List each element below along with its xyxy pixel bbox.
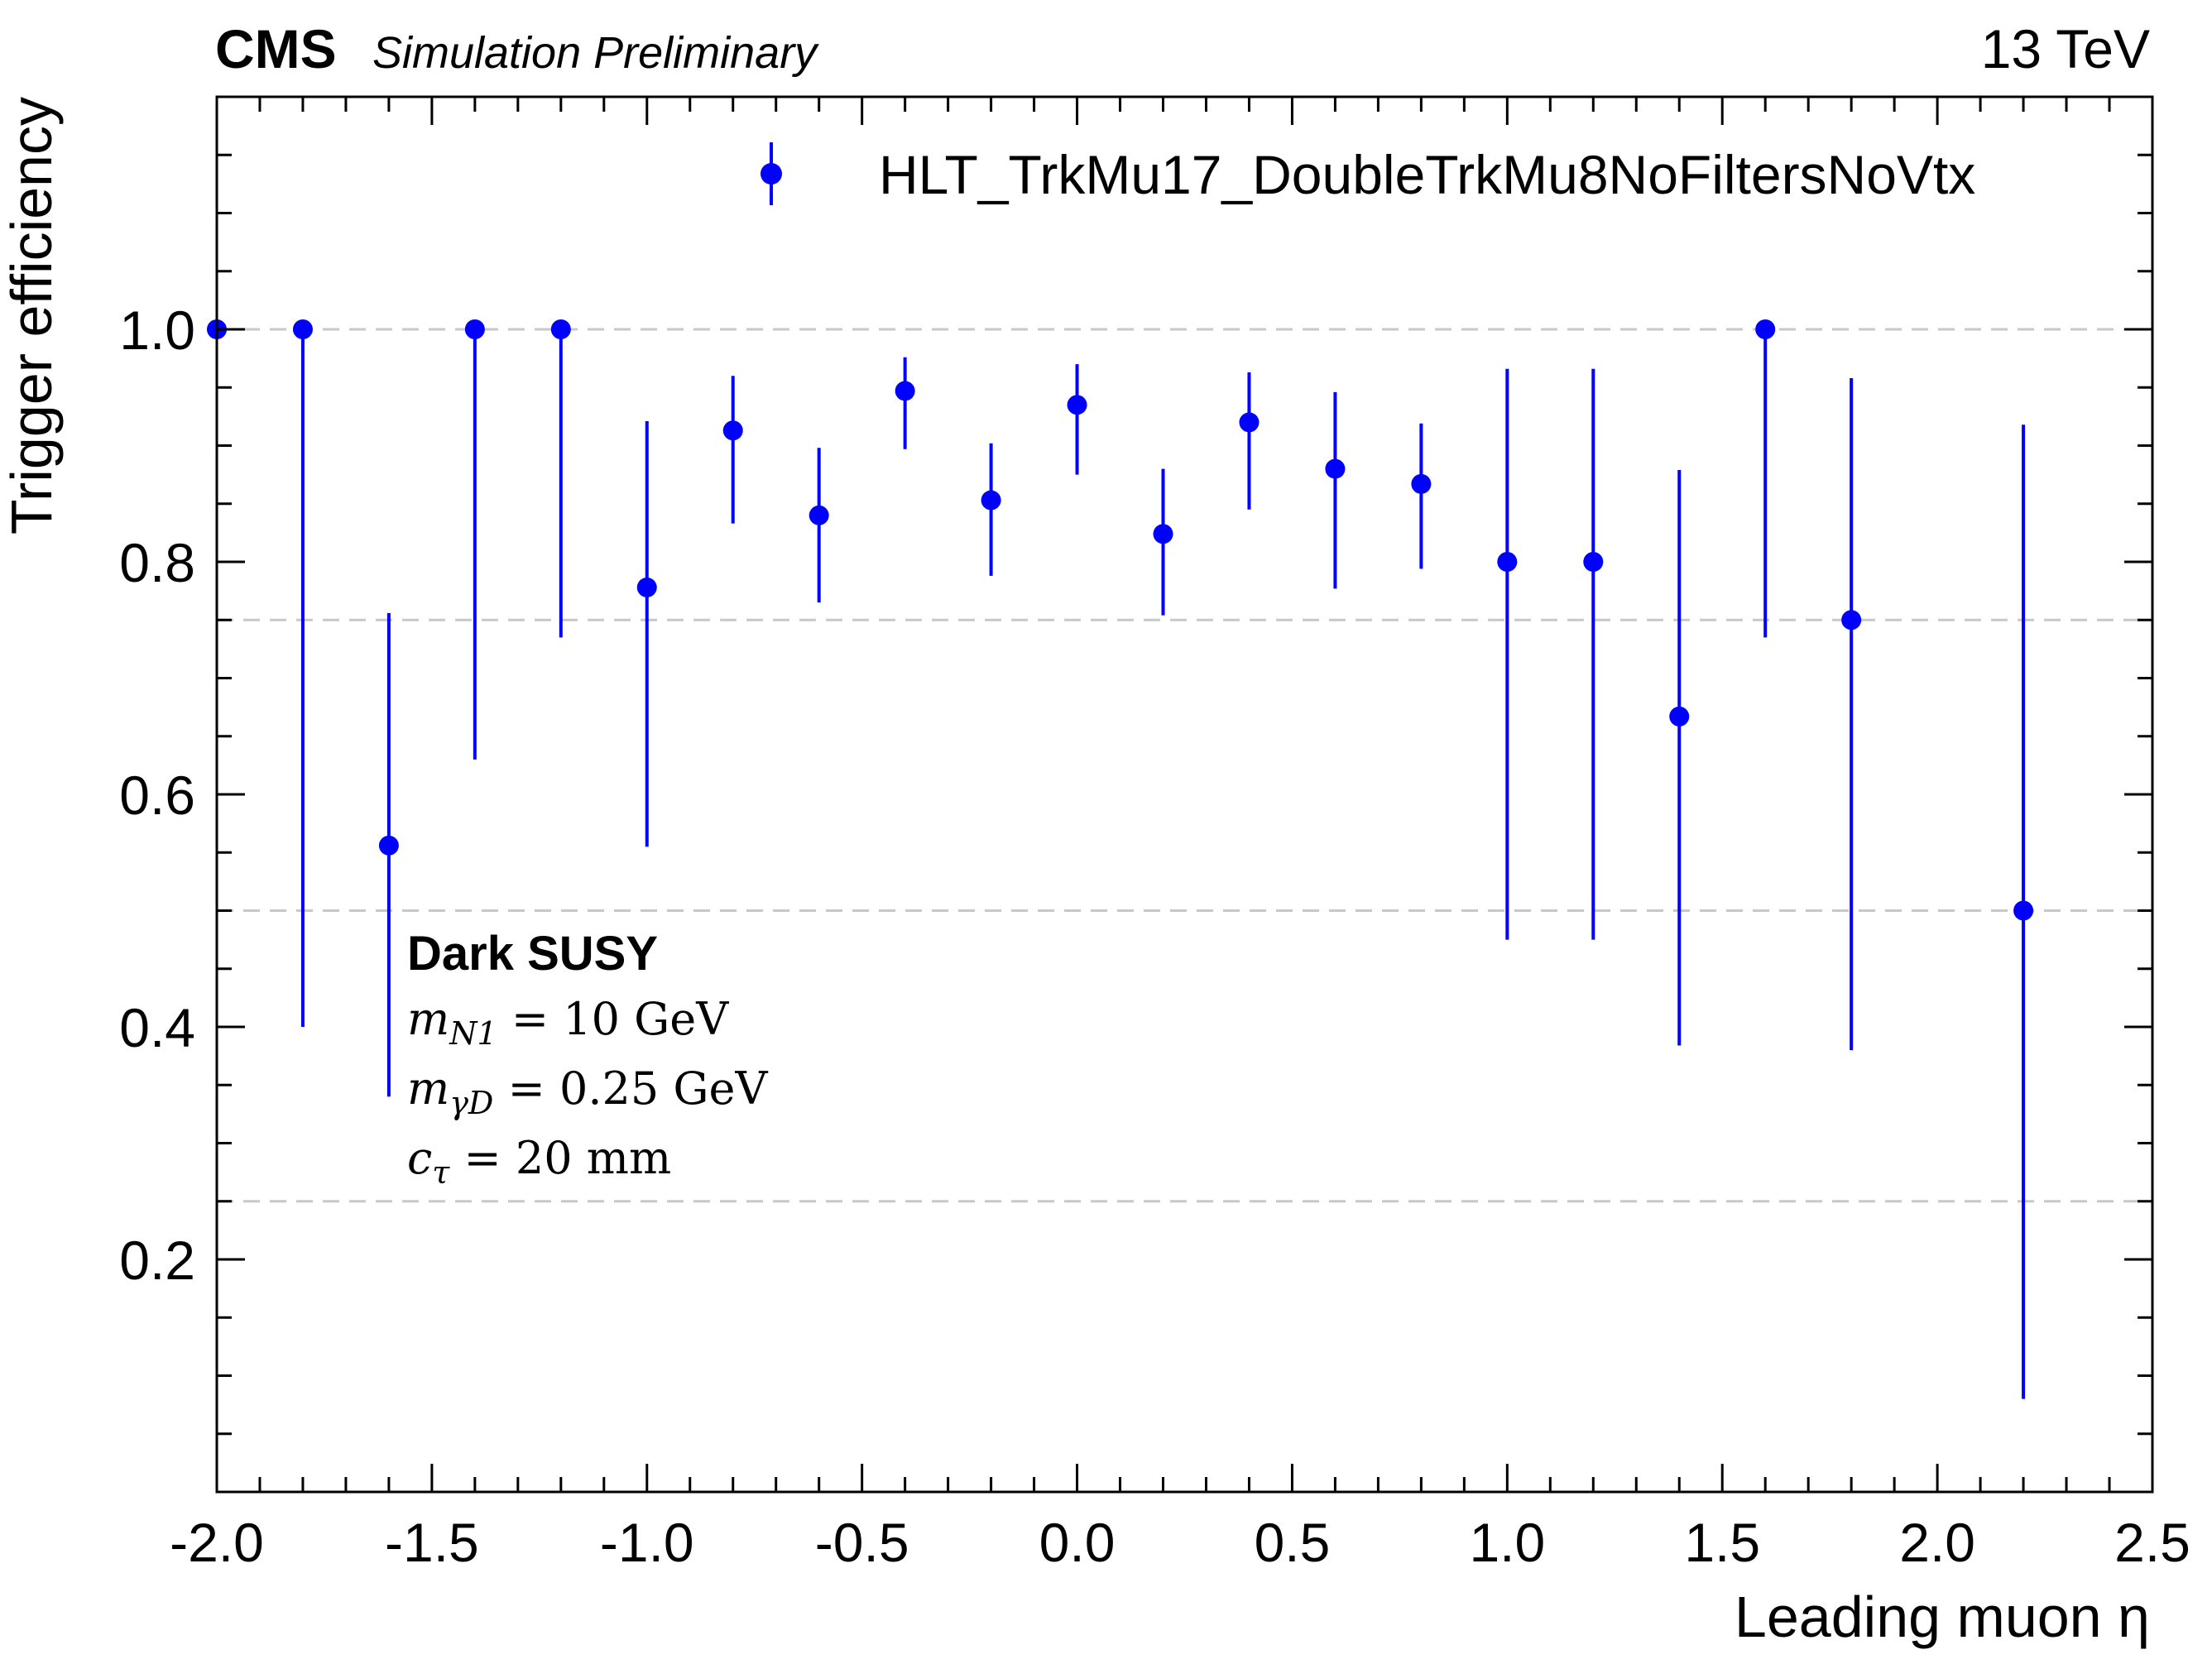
legend: HLT_TrkMu17_DoubleTrkMu8NoFiltersNoVtx [761,142,1975,205]
x-tick-label: -1.0 [600,1512,694,1573]
energy-label: 13 TeV [1981,18,2150,79]
x-tick-label: 1.5 [1684,1512,1760,1573]
x-tick-label: 0.0 [1039,1512,1116,1573]
data-point [1325,458,1346,479]
data-point [1239,412,1260,433]
data-point [1067,395,1087,415]
data-point [2013,900,2034,921]
legend-label: HLT_TrkMu17_DoubleTrkMu8NoFiltersNoVtx [879,144,1975,205]
data-point [464,319,485,339]
annotation-line-mass-n1: mN1 = 10 GeV [407,993,729,1052]
x-tick-label: -2.0 [170,1512,264,1573]
legend-marker [761,163,782,185]
data-points [207,319,2034,1399]
plot-frame [215,95,2154,1494]
x-axis-label: Leading muon η [1735,1585,2150,1649]
annotation-line-lifetime: cτ = 20 mm [407,1132,671,1191]
data-point [981,490,1001,511]
data-point [1497,552,1518,572]
data-point [1153,524,1173,544]
data-point [1669,706,1690,727]
data-point [1841,610,1862,631]
x-tick-label: 2.0 [1899,1512,1975,1573]
cms-label: CMS [215,18,337,79]
x-tick-label: 2.5 [2114,1512,2190,1573]
y-tick-label: 0.8 [119,532,195,593]
data-point [895,381,915,401]
annotation-box: Dark SUSY mN1 = 10 GeV mγD = 0.25 GeV cτ… [407,927,768,1191]
y-tick-label: 0.4 [119,997,195,1058]
y-tick-labels: 0.2 0.4 0.6 0.8 1.0 [119,300,195,1291]
x-tick-label: 0.5 [1255,1512,1331,1573]
data-point [292,319,313,339]
x-tick-label: -1.5 [385,1512,479,1573]
data-point [550,319,571,339]
data-point [1583,552,1604,572]
y-axis-label: Trigger efficiency [0,97,64,535]
data-point [378,835,399,856]
annotation-line-mass-gammad: mγD = 0.25 GeV [407,1062,768,1121]
x-tick-label: 1.0 [1469,1512,1545,1573]
annotation-title: Dark SUSY [407,927,658,981]
x-tick-label: -0.5 [815,1512,909,1573]
data-point [809,505,829,525]
data-point [722,420,743,441]
y-tick-label: 0.6 [119,765,195,826]
data-point [636,577,657,597]
grid-lines [217,328,2152,1203]
x-tick-labels: -2.0 -1.5 -1.0 -0.5 0.0 0.5 1.0 1.5 2.0 2.5 [170,1512,2190,1573]
data-point [1411,473,1432,494]
y-tick-label: 1.0 [119,300,195,361]
data-point [1755,319,1776,339]
y-tick-label: 0.2 [119,1230,195,1291]
status-label: Simulation Preliminary [372,28,819,78]
